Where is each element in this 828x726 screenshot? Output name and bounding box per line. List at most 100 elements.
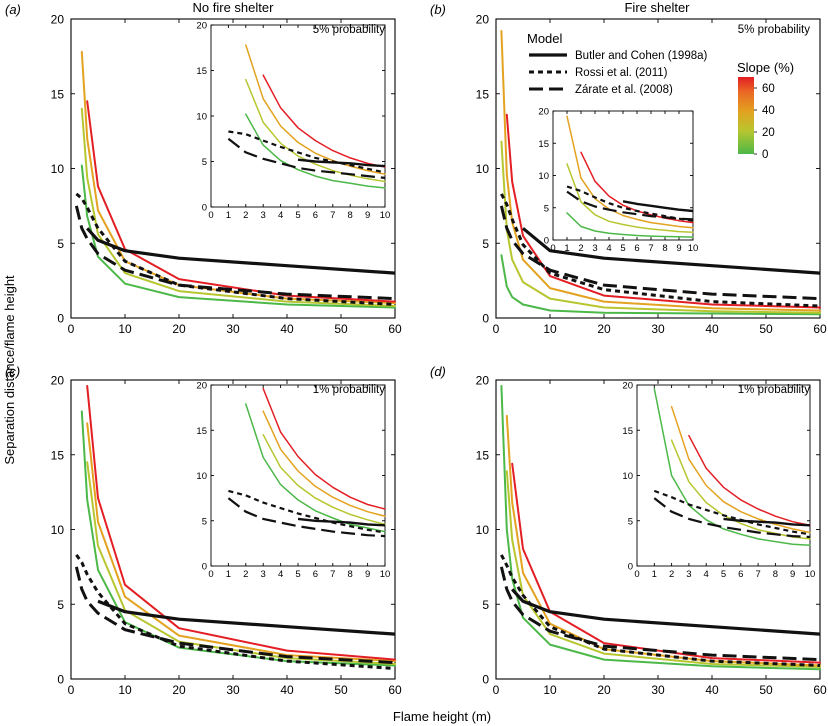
panel-a-inset-x-tick-label: 2 [243, 210, 248, 221]
panel-c: 0 10 20 30 40 50 60 0 5 10 15 20 (c) 0 1 2 3 4 5 6 7 8 9 10 0 5 10… [5, 364, 402, 697]
panel-d-inset-x-tick-label: 0 [634, 569, 639, 580]
panel-a-inset-series-slope-0 [245, 113, 386, 189]
column-title-no-shelter: No fire shelter [193, 0, 275, 15]
panel-d-x-tick-label: 40 [705, 683, 719, 697]
panel-d-series-zarate [499, 566, 821, 662]
panel-a-series-zarate [74, 205, 396, 301]
panel-b-y-tick-label: 10 [476, 162, 490, 176]
panel-a-y-tick-label: 15 [51, 87, 65, 101]
panel-d-x-tick-label: 10 [543, 683, 557, 697]
panel-b-y-tick-label: 15 [476, 87, 490, 101]
panel-d-inset-x-tick-label: 8 [773, 569, 778, 580]
panel-c-y-tick-label: 20 [51, 374, 65, 388]
panel-c-inset-x-tick-label: 1 [226, 569, 231, 580]
panel-c-x-tick-label: 10 [118, 683, 132, 697]
panel-c-inset-x-tick-label: 0 [208, 569, 213, 580]
panel-d-series-rossi [500, 554, 821, 667]
panel-d-y-tick-label: 20 [476, 374, 490, 388]
panel-b-probability-label: 5% probability [738, 24, 810, 36]
panel-b-tag: (b) [430, 2, 446, 17]
panel-b-inset-x-tick-label: 9 [676, 243, 681, 254]
panel-a-inset: 0 1 2 3 4 5 6 7 8 9 10 0 5 10 15 20 [196, 21, 390, 222]
panel-a-tag: (a) [5, 2, 21, 17]
panel-c-inset-x-tick-label: 3 [261, 569, 266, 580]
panel-a-inset-x-tick-label: 6 [313, 210, 318, 221]
panel-b-inset-series-butler-cohen [622, 200, 694, 213]
panel-d-inset-x-tick-label: 6 [738, 569, 743, 580]
panel-b-x-tick-label: 40 [705, 322, 719, 336]
panel-b-x-tick-label: 60 [813, 322, 827, 336]
panel-d-x-tick-label: 30 [651, 683, 665, 697]
panel-a-inset-x-tick-label: 8 [348, 210, 353, 221]
panel-c-inset-series-butler-cohen [297, 517, 386, 527]
panel-c-inset-y-tick-label: 10 [196, 471, 207, 482]
panel-d-tag: (d) [430, 364, 446, 379]
panel-d-inset-y-tick-label: 0 [628, 562, 633, 573]
panel-b-inset-y-tick-label: 10 [538, 171, 549, 182]
panel-c-inset: 0 1 2 3 4 5 6 7 8 9 10 0 5 10 15 20 [196, 381, 390, 581]
panel-b-inset-x-tick-label: 5 [620, 243, 625, 254]
legend: Model Butler and Cohen (1998a) Rossi et al… [520, 27, 794, 161]
panel-b-inset-y-tick-label: 20 [538, 107, 549, 118]
y-axis-title: Separation distance/flame height [2, 275, 17, 465]
panel-b-series-zarate [499, 205, 821, 301]
panel-d-series-slope-20 [505, 470, 821, 668]
colorbar-tick-label: 60 [762, 83, 775, 95]
panel-b-inset-x-tick-label: 3 [592, 243, 597, 254]
colorbar-title: Slope (%) [737, 60, 794, 75]
panel-d-probability-label: 1% probability [738, 384, 810, 396]
panel-a-inset-x-tick-label: 7 [330, 210, 335, 221]
legend-label: Butler and Cohen (1998a) [575, 50, 708, 62]
panel-b-inset-x-tick-label: 10 [688, 243, 699, 254]
panel-b-inset-x-tick-label: 8 [662, 243, 667, 254]
panel-c-inset-x-tick-label: 8 [348, 569, 353, 580]
panel-c-series-rossi [75, 554, 396, 670]
panel-d: 0 10 20 30 40 50 60 0 5 10 15 20 (d) 0 1 2 3 4 5 6 7 8 9 10 0 5 10… [430, 364, 827, 697]
panel-c-inset-series-slope-40 [262, 410, 386, 517]
panel-a-x-tick-label: 20 [172, 322, 186, 336]
panel-a-inset-y-tick-label: 0 [202, 203, 207, 214]
panel-b-y-tick-label: 5 [482, 237, 489, 251]
colorbar [738, 77, 754, 154]
panel-b-inset-x-tick-label: 7 [648, 243, 653, 254]
panel-c-x-tick-label: 20 [172, 683, 186, 697]
panel-c-x-tick-label: 50 [334, 683, 348, 697]
panel-b-inset-x-tick-label: 1 [564, 243, 569, 254]
panel-d-inset-series-slope-0 [653, 387, 811, 546]
legend-title: Model [527, 31, 563, 46]
panel-d-x-tick-label: 50 [759, 683, 773, 697]
panel-c-inset-y-tick-label: 0 [202, 562, 207, 573]
panel-b-y-tick-label: 20 [476, 13, 490, 27]
colorbar-tick-label: 20 [762, 127, 775, 139]
panel-b-inset-x-tick-label: 6 [634, 243, 639, 254]
panel-a-series-slope-20 [80, 107, 396, 307]
panel-c-inset-series-slope-20 [262, 434, 386, 526]
panel-d-inset-x-tick-label: 3 [686, 569, 691, 580]
panel-a-inset-x-tick-label: 3 [261, 210, 266, 221]
panel-a-series-slope-60 [86, 100, 396, 303]
panel-a-inset-frame [210, 24, 386, 208]
panel-b-series-slope-0 [500, 254, 821, 316]
panel-b-inset-x-tick-label: 2 [578, 243, 583, 254]
panel-d-series-butler-cohen [511, 588, 821, 636]
panel-a-inset-y-tick-label: 10 [196, 112, 207, 123]
panel-c-x-tick-label: 40 [280, 683, 294, 697]
panel-a-probability-label: 5% probability [313, 24, 385, 36]
column-title-shelter: Fire shelter [624, 0, 690, 15]
panel-a-inset-x-tick-label: 0 [208, 210, 213, 221]
panel-a-inset-y-tick-label: 20 [196, 21, 207, 32]
panel-c-y-tick-label: 0 [57, 673, 64, 687]
panel-d-x-tick-label: 20 [597, 683, 611, 697]
colorbar-tick-label: 0 [762, 149, 768, 161]
panel-c-inset-y-tick-label: 5 [202, 516, 207, 527]
panel-d-series-slope-0 [500, 385, 821, 671]
panel-b-series-slope-60 [505, 113, 821, 309]
panel-d-x-tick-label: 60 [813, 683, 827, 697]
panel-d-y-tick-label: 0 [482, 673, 489, 687]
panel-c-series-zarate [74, 566, 396, 665]
panel-d-inset-x-tick-label: 9 [790, 569, 795, 580]
panel-c-tag: (c) [5, 364, 20, 379]
panel-a-inset-x-tick-label: 4 [278, 210, 283, 221]
panel-d-inset-x-tick-label: 7 [755, 569, 760, 580]
